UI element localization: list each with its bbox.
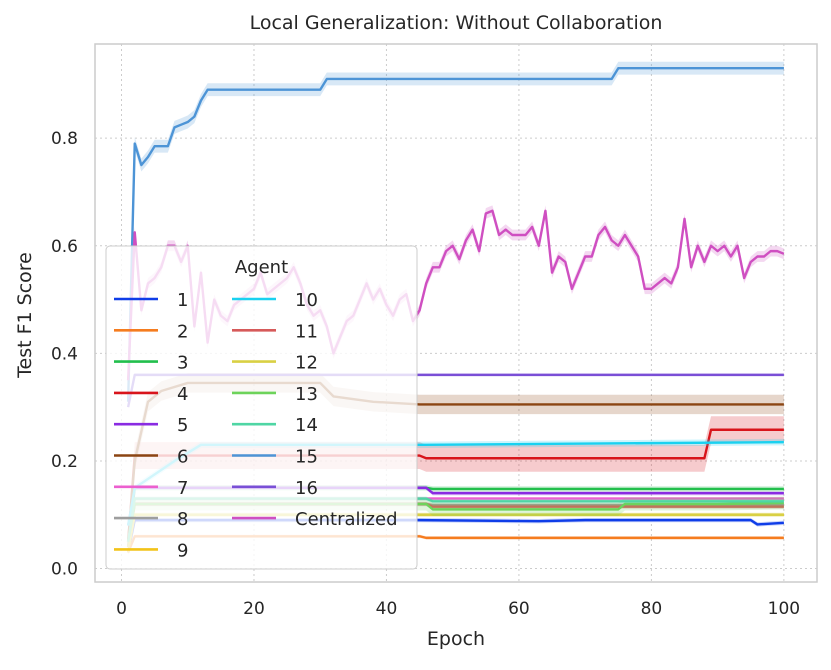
y-tick-label: 0.6 <box>51 237 78 257</box>
legend-label: 12 <box>295 353 318 374</box>
legend-label: 13 <box>295 384 318 405</box>
series-line-15 <box>126 67 784 402</box>
series-band-2 <box>128 534 784 555</box>
plot-frame <box>94 43 818 583</box>
legend-label: 4 <box>177 384 188 405</box>
legend-label: 1 <box>177 290 188 311</box>
x-tick-label: 80 <box>641 599 663 619</box>
y-tick-label: 0.2 <box>51 452 78 472</box>
y-tick-label: 0.8 <box>51 129 78 149</box>
legend-label: 10 <box>295 290 318 311</box>
legend-label: 5 <box>177 415 188 436</box>
axis-ticks: 0 20 40 60 80 100 0.0 0.2 0.4 0.6 0.8 <box>51 129 800 619</box>
legend-label: Centralized <box>295 509 398 530</box>
legend-label: 7 <box>177 478 188 499</box>
y-tick-label: 0.0 <box>51 560 78 580</box>
x-tick-label: 60 <box>508 599 530 619</box>
chart-title: Local Generalization: Without Collaborat… <box>250 12 663 34</box>
legend-label: 2 <box>177 321 188 342</box>
legend-label: 16 <box>295 478 318 499</box>
legend-label: 15 <box>295 447 318 468</box>
legend-label: 14 <box>295 415 318 436</box>
y-tick-label: 0.4 <box>51 344 78 364</box>
legend-box <box>105 245 418 570</box>
x-tick-label: 40 <box>376 599 398 619</box>
legend-title: Agent <box>235 257 288 278</box>
legend-label: 6 <box>177 447 188 468</box>
legend-label: 8 <box>177 509 188 530</box>
x-axis-label: Epoch <box>427 628 485 650</box>
legend-label: 9 <box>177 540 188 561</box>
legend-label: 11 <box>295 321 318 342</box>
x-tick-label: 0 <box>116 599 127 619</box>
x-tick-label: 20 <box>243 599 265 619</box>
series-band-3 <box>128 485 784 550</box>
legend-label: 3 <box>177 353 188 374</box>
x-tick-label: 100 <box>768 599 800 619</box>
y-axis-label: Test F1 Score <box>14 252 36 379</box>
